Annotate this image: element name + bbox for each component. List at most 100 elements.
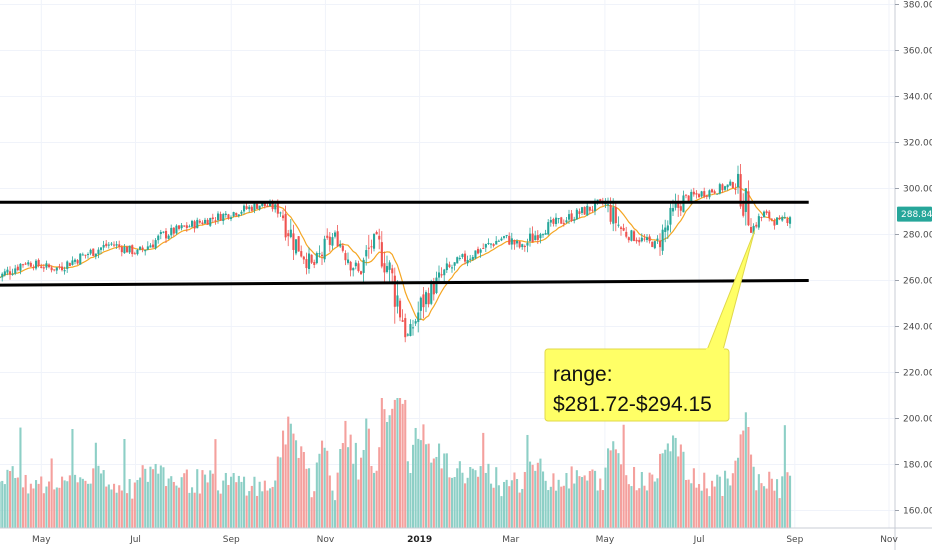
volume-bar <box>258 481 261 528</box>
candle-body <box>672 208 675 212</box>
candle-body <box>718 184 721 194</box>
candle <box>360 270 363 275</box>
candle <box>497 239 500 242</box>
volume-bar <box>464 483 467 528</box>
candle-body <box>310 254 313 263</box>
candle <box>295 239 298 256</box>
candle-body <box>45 263 48 268</box>
volume-bar <box>456 468 459 528</box>
candle <box>414 318 417 327</box>
candle-body <box>412 327 415 329</box>
volume-bar <box>308 468 311 528</box>
volume-bar <box>419 440 422 528</box>
trend-lines[interactable] <box>0 200 809 287</box>
candle <box>518 240 521 249</box>
volume-bar <box>204 474 207 528</box>
candle <box>770 218 773 222</box>
volume-bar <box>534 470 537 528</box>
candle-body <box>256 203 259 209</box>
candle <box>365 245 368 266</box>
candle-body <box>258 205 261 210</box>
candle-body <box>81 254 84 256</box>
volume-bar <box>664 449 667 528</box>
volume-bar <box>133 482 136 528</box>
candle-body <box>757 216 760 228</box>
candle-body <box>773 220 776 226</box>
candle-body <box>318 253 321 255</box>
candle-body <box>66 261 69 269</box>
volume-bar <box>690 483 693 528</box>
range-callout[interactable]: range: $281.72-$294.15 <box>544 230 756 422</box>
volume-bar <box>474 470 477 528</box>
volume-bar <box>744 412 747 528</box>
candle-body <box>404 318 407 338</box>
candle <box>40 263 43 269</box>
candle-body <box>40 266 43 268</box>
candle <box>349 260 352 277</box>
volume-bar <box>549 486 552 528</box>
candle-body <box>107 244 110 246</box>
candle-body <box>505 235 508 237</box>
candle <box>110 242 113 246</box>
volume-bar <box>718 476 721 528</box>
candle <box>172 227 175 237</box>
candle-body <box>11 273 14 275</box>
candle-body <box>297 236 300 252</box>
volume-bar <box>362 449 365 528</box>
candle-body <box>105 243 108 247</box>
candle <box>698 193 701 198</box>
candle-body <box>760 216 763 218</box>
candle-body <box>523 245 526 248</box>
candle <box>724 185 727 192</box>
volume-bar <box>274 480 277 528</box>
candle-body <box>97 249 100 254</box>
candle-body <box>211 217 214 220</box>
volume-bar <box>685 479 688 528</box>
volume-bar <box>513 472 516 528</box>
candle <box>209 217 212 227</box>
volume-bar <box>105 486 108 528</box>
candle-body <box>747 191 750 226</box>
candle <box>469 254 472 263</box>
volume-bar <box>336 472 339 528</box>
candle-body <box>266 205 269 207</box>
volume-bar <box>425 444 428 528</box>
volume-bar <box>674 437 677 528</box>
candle <box>786 216 789 227</box>
candle <box>258 205 261 211</box>
candle <box>279 211 282 217</box>
candle-body <box>180 225 183 229</box>
candle-body <box>224 213 227 215</box>
volume-bar <box>196 469 199 528</box>
candle-body <box>739 174 742 207</box>
y-tick-label: 240.00 <box>903 323 932 333</box>
y-tick-label: 320.00 <box>903 139 932 149</box>
volume-bar <box>354 442 357 528</box>
candle-body <box>492 244 495 246</box>
candle-body <box>737 173 740 188</box>
volume-bar <box>375 470 378 528</box>
candle <box>419 296 422 321</box>
volume-bar <box>609 450 612 528</box>
volume-bar <box>734 460 737 528</box>
candle-body <box>573 219 576 221</box>
volume-bar <box>76 482 79 528</box>
candle-body <box>201 222 204 224</box>
candle-body <box>596 199 599 201</box>
candle <box>321 251 324 266</box>
candle-body <box>620 227 623 229</box>
candle-body <box>484 243 487 248</box>
candle <box>232 211 235 218</box>
candle-body <box>625 231 628 237</box>
candle <box>409 319 412 337</box>
callout-line-2: $281.72-$294.15 <box>553 393 712 416</box>
candle-body <box>230 217 233 220</box>
candle <box>570 209 573 223</box>
candle-body <box>308 253 311 269</box>
candle-body <box>432 283 435 295</box>
volume-bar <box>757 474 760 528</box>
volume-bar <box>648 472 651 528</box>
candle-body <box>451 267 454 269</box>
volume-bar <box>211 473 214 528</box>
